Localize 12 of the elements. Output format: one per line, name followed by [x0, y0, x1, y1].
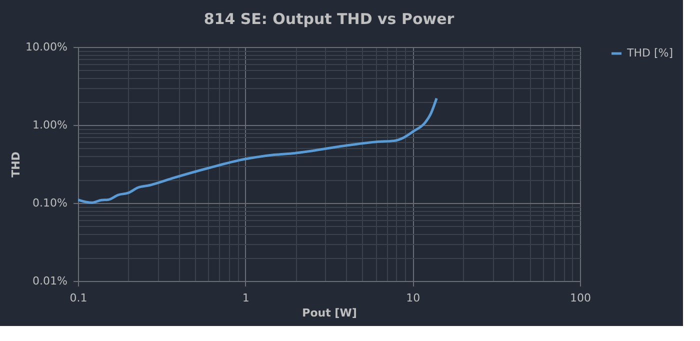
legend-label: THD [%] [626, 46, 673, 60]
x-tick-label: 10 [406, 292, 420, 304]
x-tick-label: 1 [242, 292, 250, 304]
y-tick-label: 10.00% [26, 40, 68, 54]
x-tick-label: 0.1 [70, 292, 88, 304]
y-tick-label: 0.01% [32, 274, 68, 288]
x-axis-title: Pout [W] [302, 306, 357, 320]
y-tick-label: 0.10% [32, 196, 68, 210]
x-tick-label: 100 [570, 292, 591, 304]
y-tick-label: 1.00% [32, 118, 68, 132]
chart-title: 814 SE: Output THD vs Power [204, 10, 455, 28]
y-axis-title: THD [10, 152, 23, 178]
